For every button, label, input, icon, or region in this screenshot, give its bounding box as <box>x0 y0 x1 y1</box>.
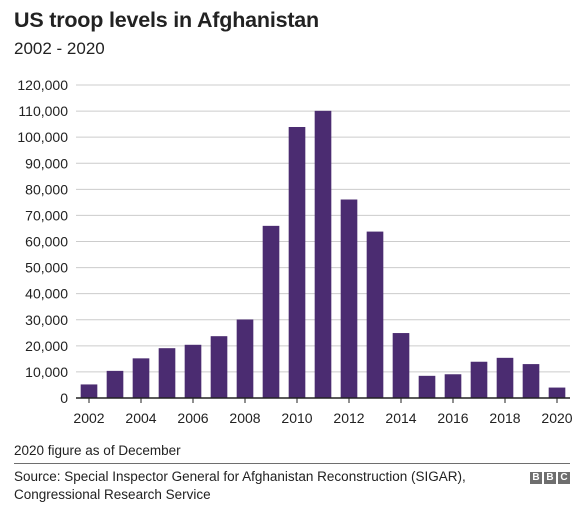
footer-divider <box>14 463 570 464</box>
chart-note: 2020 figure as of December <box>14 443 181 458</box>
bar-2006 <box>184 344 202 398</box>
bbc-logo: B B C <box>530 472 570 484</box>
y-tick-label: 40,000 <box>25 286 68 302</box>
bar-2004 <box>132 358 150 398</box>
y-tick-label: 120,000 <box>17 77 68 93</box>
y-axis-tick-labels: 0 10,000 20,000 30,000 40,000 50,000 60,000 70,… <box>17 77 68 406</box>
bar-2014 <box>392 333 410 398</box>
bar-2011 <box>314 110 332 398</box>
y-tick-label: 100,000 <box>17 129 68 145</box>
x-tick-label: 2012 <box>333 410 364 426</box>
y-tick-label: 60,000 <box>25 234 68 250</box>
x-tick-label: 2014 <box>385 410 416 426</box>
source-text: Source: Special Inspector General for Af… <box>14 469 466 502</box>
x-tick-label: 2010 <box>281 410 312 426</box>
bar-2019 <box>522 364 540 398</box>
bar-2008 <box>236 319 254 398</box>
chart-subtitle: 2002 - 2020 <box>14 39 105 58</box>
x-tick-label: 2002 <box>73 410 104 426</box>
x-tick-label: 2016 <box>437 410 468 426</box>
bar-2020 <box>548 387 566 398</box>
bar-2005 <box>158 348 176 398</box>
bar-2012 <box>340 199 358 398</box>
bar-2013 <box>366 231 384 398</box>
bars <box>80 110 566 398</box>
bar-2015 <box>418 375 436 398</box>
chart-title: US troop levels in Afghanistan <box>14 8 319 32</box>
x-tick-label: 2020 <box>541 410 572 426</box>
bar-2016 <box>444 374 462 398</box>
bar-2002 <box>80 384 98 398</box>
y-tick-label: 0 <box>60 390 68 406</box>
bbc-logo-letter: C <box>558 472 570 484</box>
x-tick-label: 2008 <box>229 410 260 426</box>
bbc-logo-letter: B <box>530 472 542 484</box>
y-tick-label: 110,000 <box>18 103 68 119</box>
y-tick-label: 70,000 <box>25 207 68 223</box>
x-axis-tick-labels: 2002 2004 2006 2008 2010 2012 2014 2016 2018 2020 <box>73 398 573 426</box>
bar-2003 <box>106 370 124 398</box>
bar-2018 <box>496 357 514 398</box>
bbc-logo-letter: B <box>544 472 556 484</box>
x-tick-label: 2004 <box>125 410 156 426</box>
bar-2010 <box>288 126 306 398</box>
y-tick-label: 20,000 <box>25 338 68 354</box>
y-tick-label: 30,000 <box>25 312 68 328</box>
y-tick-label: 90,000 <box>25 155 68 171</box>
bar-chart: 0 10,000 20,000 30,000 40,000 50,000 60,000 70,… <box>17 77 573 426</box>
y-tick-label: 80,000 <box>25 181 68 197</box>
y-tick-label: 10,000 <box>25 364 68 380</box>
x-tick-label: 2006 <box>177 410 208 426</box>
y-tick-label: 50,000 <box>25 260 68 276</box>
bar-2007 <box>210 336 228 398</box>
bar-2009 <box>262 225 280 398</box>
x-tick-label: 2018 <box>489 410 520 426</box>
bar-2017 <box>470 361 488 398</box>
